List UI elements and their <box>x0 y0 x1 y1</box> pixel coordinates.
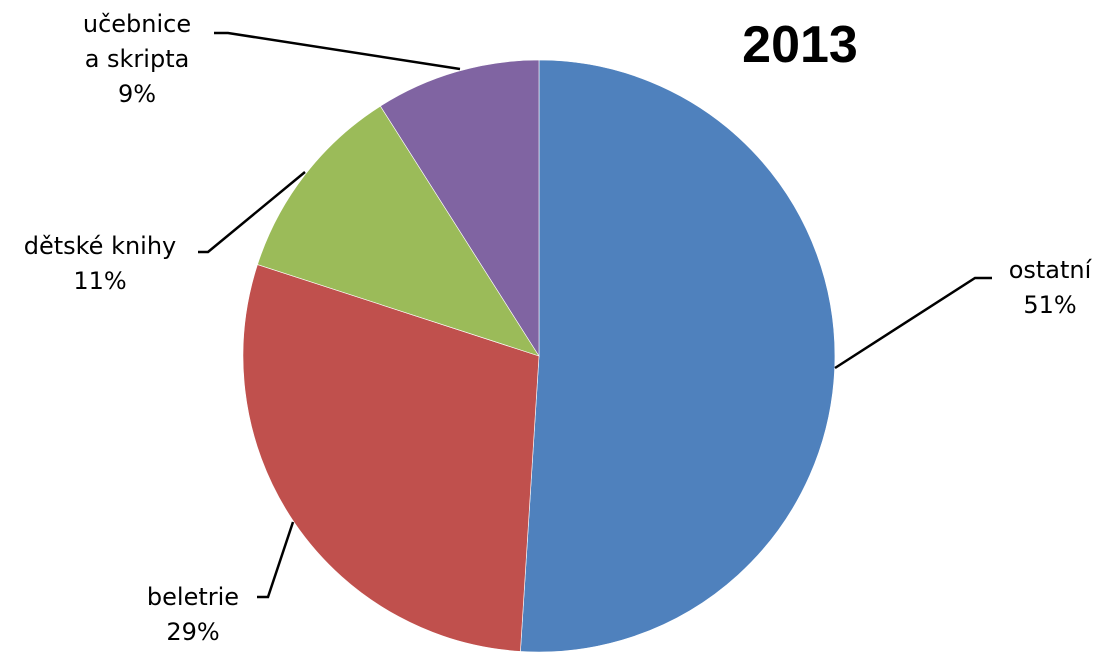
pie-slice-1 <box>520 59 836 652</box>
data-label-name: učebnice <box>83 10 191 38</box>
data-label-name: beletrie <box>147 583 239 611</box>
leader-line-3 <box>198 171 306 254</box>
data-label-value: 51% <box>1023 291 1076 319</box>
data-label-1: ostatní 51% <box>1009 256 1093 319</box>
data-label-value: 29% <box>166 618 219 646</box>
data-label-name: ostatní <box>1009 256 1093 284</box>
data-label-value: 9% <box>118 80 156 108</box>
data-label-3: dětské knihy 11% <box>24 232 177 295</box>
data-label-value: 11% <box>73 267 126 295</box>
data-label-name: dětské knihy <box>24 232 177 260</box>
chart-title: 2013 <box>742 16 858 74</box>
leader-line-1 <box>834 276 992 370</box>
data-label-4: učebnice a skripta 9% <box>83 10 191 108</box>
pie-slice-3 <box>257 105 540 357</box>
pie-slice-4 <box>379 59 540 358</box>
leader-lines-layer <box>198 31 992 599</box>
data-labels-layer: ostatní 51% beletrie 29% dětské knihy 11% učeb… <box>24 10 1093 646</box>
data-label-name: a skripta <box>85 45 190 73</box>
leader-line-2 <box>257 521 295 599</box>
pie-slice-2 <box>242 264 540 652</box>
slices-layer <box>242 59 836 652</box>
leader-line-4 <box>214 31 461 71</box>
data-label-2: beletrie 29% <box>147 583 239 646</box>
